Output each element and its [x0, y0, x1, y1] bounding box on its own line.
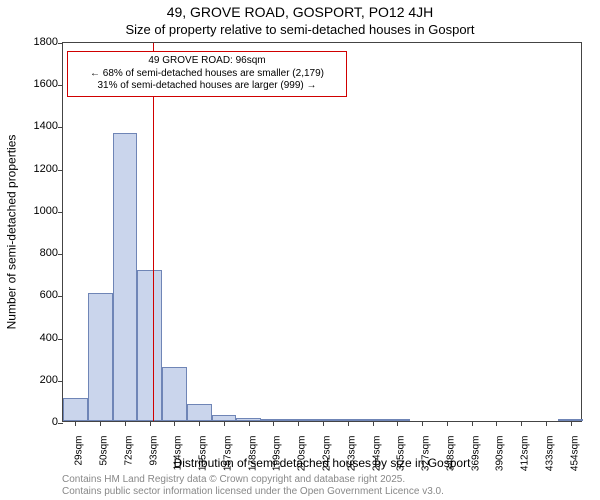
- x-tick: [125, 421, 126, 426]
- y-tick-label: 0: [22, 416, 58, 428]
- y-axis-label: Number of semi-detached properties: [2, 42, 20, 422]
- x-tick: [571, 421, 572, 426]
- histogram-bar: [113, 133, 138, 421]
- y-tick-label: 1000: [22, 205, 58, 217]
- y-tick-label: 200: [22, 374, 58, 386]
- x-tick: [447, 421, 448, 426]
- callout-smaller: ← 68% of semi-detached houses are smalle…: [74, 68, 340, 81]
- footer-copyright: Contains HM Land Registry data © Crown c…: [62, 474, 405, 485]
- y-tick-label: 1400: [22, 120, 58, 132]
- x-tick: [496, 421, 497, 426]
- reference-line: [153, 43, 154, 421]
- y-tick: [58, 43, 63, 44]
- x-tick: [472, 421, 473, 426]
- y-tick: [58, 170, 63, 171]
- x-tick: [422, 421, 423, 426]
- x-tick: [100, 421, 101, 426]
- y-tick: [58, 212, 63, 213]
- x-tick: [521, 421, 522, 426]
- y-tick: [58, 254, 63, 255]
- reference-callout: 49 GROVE ROAD: 96sqm← 68% of semi-detach…: [67, 51, 347, 97]
- histogram-bar: [187, 404, 212, 421]
- x-tick: [199, 421, 200, 426]
- y-tick: [58, 339, 63, 340]
- x-tick: [397, 421, 398, 426]
- y-tick: [58, 381, 63, 382]
- x-tick: [150, 421, 151, 426]
- y-tick-label: 800: [22, 247, 58, 259]
- x-tick: [224, 421, 225, 426]
- x-tick: [273, 421, 274, 426]
- x-tick: [249, 421, 250, 426]
- x-axis-label: Distribution of semi-detached houses by …: [62, 456, 582, 470]
- callout-larger: 31% of semi-detached houses are larger (…: [74, 80, 340, 93]
- y-axis-label-text: Number of semi-detached properties: [4, 135, 18, 330]
- x-tick: [373, 421, 374, 426]
- chart-title: 49, GROVE ROAD, GOSPORT, PO12 4JH: [0, 4, 600, 20]
- plot-area: 49 GROVE ROAD: 96sqm← 68% of semi-detach…: [62, 42, 582, 422]
- y-tick-label: 1600: [22, 78, 58, 90]
- y-tick: [58, 127, 63, 128]
- callout-title: 49 GROVE ROAD: 96sqm: [74, 55, 340, 68]
- x-tick: [348, 421, 349, 426]
- chart-subtitle: Size of property relative to semi-detach…: [0, 22, 600, 37]
- y-tick: [58, 296, 63, 297]
- x-tick: [174, 421, 175, 426]
- chart-container: 49, GROVE ROAD, GOSPORT, PO12 4JH Size o…: [0, 0, 600, 500]
- histogram-bar: [137, 270, 162, 421]
- y-tick: [58, 85, 63, 86]
- x-tick: [75, 421, 76, 426]
- y-tick: [58, 423, 63, 424]
- x-tick: [546, 421, 547, 426]
- y-tick-label: 400: [22, 332, 58, 344]
- y-tick-label: 1200: [22, 163, 58, 175]
- x-tick: [298, 421, 299, 426]
- y-tick-label: 1800: [22, 36, 58, 48]
- y-tick-label: 600: [22, 289, 58, 301]
- x-tick: [323, 421, 324, 426]
- histogram-bar: [88, 293, 113, 421]
- histogram-bar: [63, 398, 88, 421]
- histogram-bar: [162, 367, 187, 421]
- footer-licence: Contains public sector information licen…: [62, 486, 444, 497]
